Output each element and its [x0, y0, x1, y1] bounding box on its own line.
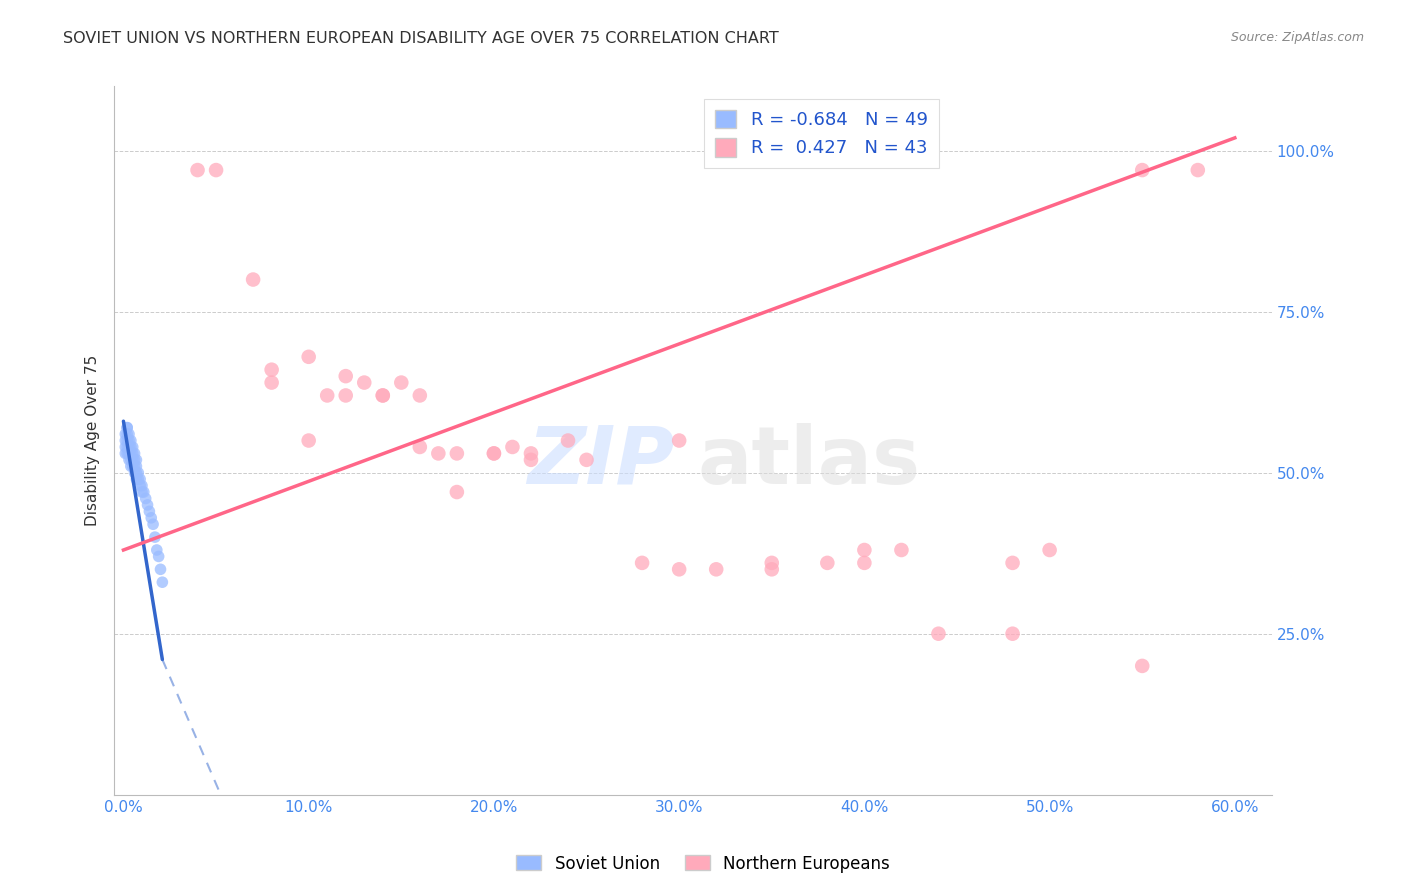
Point	[260, 362, 283, 376]
Text: SOVIET UNION VS NORTHERN EUROPEAN DISABILITY AGE OVER 75 CORRELATION CHART: SOVIET UNION VS NORTHERN EUROPEAN DISABI…	[63, 31, 779, 46]
Point	[853, 556, 876, 570]
Point	[520, 453, 543, 467]
Point	[389, 376, 412, 390]
Y-axis label: Disability Age Over 75: Disability Age Over 75	[86, 355, 100, 526]
Text: ZIP: ZIP	[527, 423, 673, 500]
Point	[120, 440, 142, 454]
Point	[761, 556, 783, 570]
Point	[668, 562, 690, 576]
Point	[141, 510, 163, 524]
Point	[121, 459, 143, 474]
Point	[114, 440, 136, 454]
Point	[150, 575, 173, 590]
Point	[205, 163, 228, 178]
Point	[371, 388, 394, 402]
Point	[115, 420, 138, 434]
Point	[815, 556, 838, 570]
Point	[115, 440, 138, 454]
Point	[1001, 626, 1024, 640]
Point	[142, 517, 165, 532]
Point	[121, 446, 143, 460]
Point	[121, 440, 143, 454]
Point	[427, 446, 450, 460]
Point	[575, 453, 598, 467]
Point	[118, 446, 141, 460]
Point	[115, 446, 138, 460]
Point	[120, 446, 142, 460]
Point	[704, 562, 727, 576]
Point	[1001, 556, 1024, 570]
Point	[482, 446, 505, 460]
Point	[120, 434, 142, 448]
Point	[124, 459, 146, 474]
Point	[149, 562, 172, 576]
Point	[136, 498, 159, 512]
Point	[761, 562, 783, 576]
Point	[335, 388, 357, 402]
Point	[316, 388, 339, 402]
Point	[125, 466, 148, 480]
Point	[1039, 543, 1062, 558]
Point	[124, 453, 146, 467]
Point	[118, 453, 141, 467]
Point	[446, 446, 468, 460]
Point	[298, 350, 321, 364]
Point	[131, 485, 153, 500]
Point	[1130, 163, 1153, 178]
Point	[127, 466, 149, 480]
Point	[129, 478, 152, 492]
Point	[927, 626, 949, 640]
Point	[115, 427, 138, 442]
Point	[118, 427, 141, 442]
Point	[124, 446, 146, 460]
Point	[115, 420, 138, 434]
Point	[132, 485, 155, 500]
Point	[557, 434, 579, 448]
Point	[482, 446, 505, 460]
Point	[187, 163, 209, 178]
Point	[353, 376, 375, 390]
Point	[631, 556, 654, 570]
Point	[138, 504, 160, 518]
Point	[520, 446, 543, 460]
Point	[129, 472, 152, 486]
Point	[668, 434, 690, 448]
Text: Source: ZipAtlas.com: Source: ZipAtlas.com	[1230, 31, 1364, 45]
Point	[118, 434, 141, 448]
Point	[118, 440, 141, 454]
Point	[143, 530, 166, 544]
Point	[131, 478, 153, 492]
Point	[335, 369, 357, 384]
Point	[1187, 163, 1209, 178]
Point	[114, 446, 136, 460]
Point	[446, 485, 468, 500]
Point	[124, 466, 146, 480]
Point	[242, 272, 264, 286]
Point	[120, 459, 142, 474]
Point	[125, 453, 148, 467]
Point	[114, 434, 136, 448]
Point	[298, 434, 321, 448]
Legend: R = -0.684   N = 49, R =  0.427   N = 43: R = -0.684 N = 49, R = 0.427 N = 43	[704, 99, 939, 169]
Point	[371, 388, 394, 402]
Point	[146, 543, 169, 558]
Point	[114, 427, 136, 442]
Point	[125, 459, 148, 474]
Point	[409, 388, 432, 402]
Legend: Soviet Union, Northern Europeans: Soviet Union, Northern Europeans	[509, 848, 897, 880]
Point	[127, 472, 149, 486]
Text: atlas: atlas	[697, 423, 921, 500]
Point	[115, 434, 138, 448]
Point	[409, 440, 432, 454]
Point	[890, 543, 912, 558]
Point	[135, 491, 157, 506]
Point	[120, 453, 142, 467]
Point	[853, 543, 876, 558]
Point	[1130, 659, 1153, 673]
Point	[121, 453, 143, 467]
Point	[148, 549, 170, 564]
Point	[125, 472, 148, 486]
Point	[501, 440, 523, 454]
Point	[260, 376, 283, 390]
